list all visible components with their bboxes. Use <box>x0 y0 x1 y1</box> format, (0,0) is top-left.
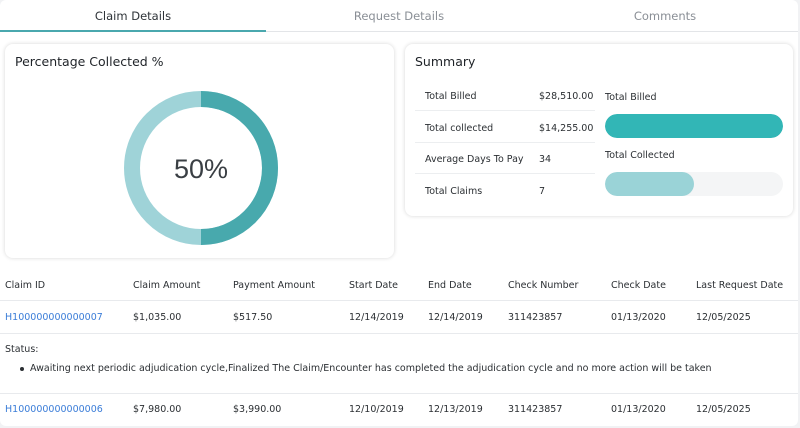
check-number-cell: 311423857 <box>508 404 563 415</box>
summary-row-label: Total Billed <box>425 91 477 102</box>
column-header-check-number: Check Number <box>508 280 579 291</box>
summary-row-average-days: Average Days To Pay 34 <box>415 143 595 174</box>
status-list-item: Awaiting next periodic adjudication cycl… <box>20 363 712 374</box>
percentage-donut-chart: 50% <box>124 91 278 245</box>
check-date-cell: 01/13/2020 <box>611 404 666 415</box>
summary-row-value: $28,510.00 <box>539 91 594 102</box>
total-collected-bar <box>605 172 783 196</box>
tab-claim-details[interactable]: Claim Details <box>0 0 266 32</box>
donut-collected-arc <box>200 91 278 245</box>
header-divider <box>0 300 798 301</box>
summary-row-label: Total Claims <box>425 186 483 197</box>
claim-id-link[interactable]: H100000000000006 <box>5 404 103 415</box>
payment-amount-cell: $3,990.00 <box>233 404 282 415</box>
tab-request-details[interactable]: Request Details <box>353 9 445 23</box>
column-header-payment-amount: Payment Amount <box>233 280 315 291</box>
summary-row-value: 7 <box>539 186 546 197</box>
percentage-collected-card: Percentage Collected % 50% <box>5 44 394 258</box>
summary-row-total-collected: Total collected $14,255.00 <box>415 112 595 143</box>
status-text: Awaiting next periodic adjudication cycl… <box>30 363 712 374</box>
start-date-cell: 12/10/2019 <box>349 404 404 415</box>
total-billed-bar-fill <box>605 114 783 138</box>
total-billed-bar <box>605 114 783 138</box>
status-label: Status: <box>5 344 39 355</box>
tab-bar: Claim Details Request Details Comments <box>0 0 798 32</box>
claim-id-link[interactable]: H100000000000007 <box>5 312 103 323</box>
check-date-cell: 01/13/2020 <box>611 312 666 323</box>
last-request-date-cell: 12/05/2025 <box>696 312 751 323</box>
column-header-start-date: Start Date <box>349 280 398 291</box>
summary-row-label: Total collected <box>425 123 494 134</box>
donut-center-label: 50% <box>174 154 228 184</box>
column-header-claim-id: Claim ID <box>5 280 46 291</box>
bullet-icon <box>20 366 24 371</box>
start-date-cell: 12/14/2019 <box>349 312 404 323</box>
column-header-check-date: Check Date <box>611 280 666 291</box>
summary-card: Summary Total Billed $28,510.00 Total co… <box>405 44 793 216</box>
end-date-cell: 12/14/2019 <box>428 312 483 323</box>
end-date-cell: 12/13/2019 <box>428 404 483 415</box>
column-header-last-request-date: Last Request Date <box>696 280 784 291</box>
summary-row-label: Average Days To Pay <box>425 154 524 165</box>
last-request-date-cell: 12/05/2025 <box>696 404 751 415</box>
payment-amount-cell: $517.50 <box>233 312 273 323</box>
total-billed-bar-label: Total Billed <box>605 92 657 103</box>
summary-title: Summary <box>415 54 476 69</box>
claim-amount-cell: $7,980.00 <box>133 404 182 415</box>
percentage-card-title: Percentage Collected % <box>15 54 164 69</box>
total-collected-bar-label: Total Collected <box>605 150 675 161</box>
column-header-claim-amount: Claim Amount <box>133 280 201 291</box>
column-header-end-date: End Date <box>428 280 472 291</box>
total-collected-bar-fill <box>605 172 694 196</box>
summary-row-value: $14,255.00 <box>539 123 594 134</box>
check-number-cell: 311423857 <box>508 312 563 323</box>
row-divider <box>0 393 798 394</box>
claim-amount-cell: $1,035.00 <box>133 312 182 323</box>
row-divider <box>0 333 798 334</box>
summary-row-total-billed: Total Billed $28,510.00 <box>415 80 595 111</box>
summary-row-value: 34 <box>539 154 552 165</box>
summary-row-total-claims: Total Claims 7 <box>415 175 595 206</box>
tab-comments[interactable]: Comments <box>633 9 697 23</box>
